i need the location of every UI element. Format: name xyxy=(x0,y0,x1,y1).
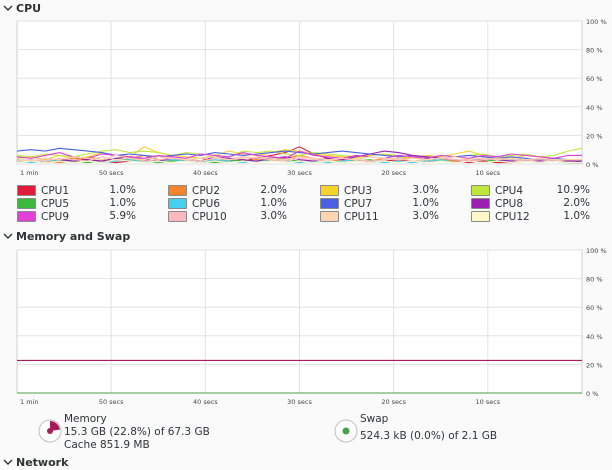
swap-usage: 524.3 kB (0.0%) of 2.1 GB xyxy=(360,430,498,442)
color-swatch[interactable] xyxy=(168,185,187,196)
color-swatch[interactable] xyxy=(471,211,490,222)
x-tick-label: 50 secs xyxy=(99,169,124,177)
x-tick-label: 30 secs xyxy=(287,169,312,177)
x-tick-label: 50 secs xyxy=(99,398,124,406)
color-swatch[interactable] xyxy=(320,185,339,196)
series-line-cpu4 xyxy=(16,147,583,159)
x-tick-label: 40 secs xyxy=(193,169,218,177)
cpu-history-graph: 100 % 80 % 60 % 40 % 20 % 0 % 1 min 50 secs 40 s… xyxy=(16,18,607,177)
pie-slice xyxy=(50,421,60,431)
y-tick-label: 80 % xyxy=(586,47,603,55)
cpu-usage-value: 5.9% xyxy=(109,210,136,222)
cpu-name: CPU12 xyxy=(495,210,530,223)
y-tick-label: 20 % xyxy=(586,132,603,140)
x-tick-label: 10 secs xyxy=(475,169,500,177)
cpu-legend-item[interactable]: CPU3 xyxy=(320,184,372,197)
cpu-legend-item[interactable]: CPU7 xyxy=(320,197,372,210)
cpu-legend-item[interactable]: CPU4 xyxy=(471,184,523,197)
color-swatch[interactable] xyxy=(17,198,36,209)
cpu-legend-item[interactable]: CPU5 xyxy=(17,197,69,210)
memory-cache: Cache 851.9 MB xyxy=(64,439,150,451)
cpu-name: CPU2 xyxy=(192,184,221,197)
cpu-usage-value: 10.9% xyxy=(556,184,590,196)
network-section-header[interactable]: Network xyxy=(0,454,68,470)
network-section-title: Network xyxy=(16,455,69,469)
cpu-name: CPU4 xyxy=(495,184,524,197)
y-tick-label: 0 % xyxy=(586,161,598,169)
swap-info: Swap 524.3 kB (0.0%) of 2.1 GB xyxy=(360,413,497,443)
cpu-name: CPU8 xyxy=(495,197,524,210)
memory-label: Memory xyxy=(64,413,107,425)
x-tick-label: 1 min xyxy=(20,398,38,406)
color-swatch[interactable] xyxy=(471,185,490,196)
x-tick-label: 10 secs xyxy=(475,398,500,406)
chevron-down-icon[interactable] xyxy=(0,228,16,244)
chevron-down-icon[interactable] xyxy=(0,454,16,470)
cpu-name: CPU7 xyxy=(344,197,373,210)
y-tick-label: 60 % xyxy=(586,75,603,83)
cpu-name: CPU5 xyxy=(41,197,70,210)
y-tick-label: 40 % xyxy=(586,104,603,112)
memory-pie-chart[interactable] xyxy=(38,419,62,443)
cpu-name: CPU9 xyxy=(41,210,70,223)
cpu-usage-value: 1.0% xyxy=(109,197,136,209)
y-tick-label: 60 % xyxy=(586,304,603,312)
x-tick-label: 1 min xyxy=(20,169,38,177)
cpu-name: CPU1 xyxy=(41,184,70,197)
swap-pie-chart[interactable] xyxy=(334,419,358,443)
y-tick-label: 80 % xyxy=(586,276,603,284)
x-tick-label: 40 secs xyxy=(193,398,218,406)
color-swatch[interactable] xyxy=(320,211,339,222)
series-line-cpu11 xyxy=(16,154,582,162)
cpu-name: CPU10 xyxy=(192,210,227,223)
x-tick-label: 20 secs xyxy=(381,169,406,177)
y-tick-label: 0 % xyxy=(586,390,598,398)
memory-swap-section-title: Memory and Swap xyxy=(16,229,131,243)
memory-usage: 15.3 GB (22.8%) of 67.3 GB xyxy=(64,426,210,438)
cpu-section-header[interactable]: CPU xyxy=(0,0,41,16)
cpu-section-title: CPU xyxy=(16,1,42,15)
color-swatch[interactable] xyxy=(471,198,490,209)
cpu-legend-item[interactable]: CPU9 xyxy=(17,210,69,223)
color-swatch[interactable] xyxy=(168,198,187,209)
memory-info: Memory 15.3 GB (22.8%) of 67.3 GB Cache … xyxy=(64,413,210,452)
y-tick-label: 20 % xyxy=(586,361,603,369)
color-swatch[interactable] xyxy=(17,211,36,222)
swap-label: Swap xyxy=(360,413,389,425)
series-line-cpu12 xyxy=(16,159,582,164)
color-swatch[interactable] xyxy=(17,185,36,196)
memory-swap-history-graph: 100 % 80 % 60 % 40 % 20 % 0 % 1 min 50 secs 40 s… xyxy=(16,247,607,406)
cpu-legend-item[interactable]: CPU1 xyxy=(17,184,69,197)
cpu-usage-value: 1.0% xyxy=(412,197,439,209)
series-line-cpu9 xyxy=(16,150,582,159)
cpu-legend-item[interactable]: CPU6 xyxy=(168,197,220,210)
cpu-name: CPU6 xyxy=(192,197,221,210)
pie-center xyxy=(342,427,350,435)
x-tick-label: 30 secs xyxy=(287,398,312,406)
cpu-legend-item[interactable]: CPU11 xyxy=(320,210,379,223)
y-tick-label: 40 % xyxy=(586,333,603,341)
cpu-usage-value: 1.0% xyxy=(260,197,287,209)
cpu-legend-item[interactable]: CPU2 xyxy=(168,184,220,197)
color-swatch[interactable] xyxy=(320,198,339,209)
cpu-legend-item[interactable]: CPU10 xyxy=(168,210,227,223)
cpu-usage-value: 1.0% xyxy=(109,184,136,196)
memory-swap-section-header[interactable]: Memory and Swap xyxy=(0,228,130,244)
cpu-name: CPU11 xyxy=(344,210,379,223)
y-tick-label: 100 % xyxy=(586,18,607,26)
cpu-usage-value: 2.0% xyxy=(260,184,287,196)
color-swatch[interactable] xyxy=(168,211,187,222)
cpu-usage-value: 3.0% xyxy=(412,184,439,196)
cpu-usage-value: 1.0% xyxy=(563,210,590,222)
y-tick-label: 100 % xyxy=(586,247,607,255)
cpu-legend-item[interactable]: CPU8 xyxy=(471,197,523,210)
chevron-down-icon[interactable] xyxy=(0,0,16,16)
cpu-name: CPU3 xyxy=(344,184,373,197)
cpu-usage-value: 3.0% xyxy=(260,210,287,222)
x-tick-label: 20 secs xyxy=(381,398,406,406)
pie-center xyxy=(47,428,53,434)
cpu-usage-value: 2.0% xyxy=(563,197,590,209)
cpu-usage-value: 3.0% xyxy=(412,210,439,222)
cpu-legend-item[interactable]: CPU12 xyxy=(471,210,530,223)
